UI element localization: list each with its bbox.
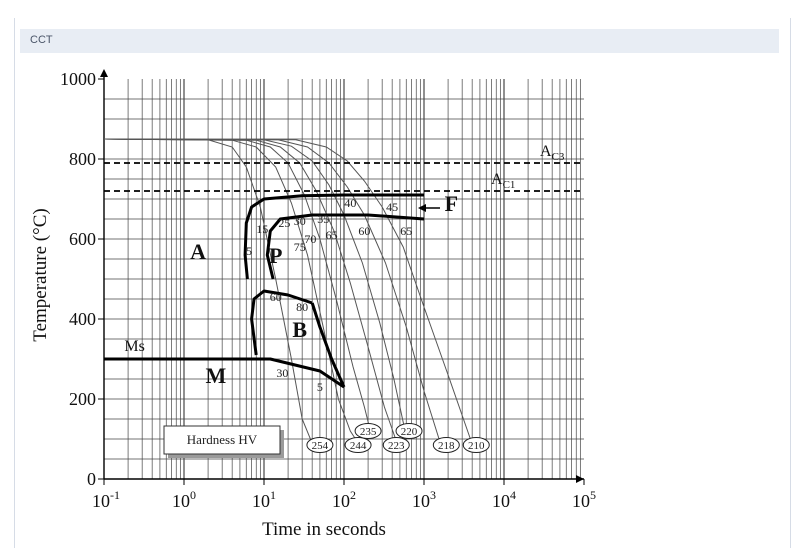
- y-tick-label: 200: [69, 389, 96, 409]
- critical-temperature-label: AC1: [491, 171, 515, 191]
- percent-label: 5: [246, 244, 252, 258]
- ferrite-arrow-head: [418, 204, 426, 212]
- hardness-legend-box: [163, 425, 281, 455]
- hardness-value: 244: [350, 440, 367, 452]
- hardness-value: 218: [438, 440, 455, 452]
- cooling-curve: [103, 138, 397, 442]
- ms-line: [104, 357, 345, 389]
- percent-label: 60: [358, 224, 370, 238]
- hardness-value: 210: [468, 440, 485, 452]
- percent-label: 70: [304, 232, 316, 246]
- bainite-finish-curve: [310, 302, 346, 388]
- transformation-boundaries: [104, 162, 584, 389]
- percent-label: 35: [317, 212, 329, 226]
- pearlite-finish-curve: [265, 213, 425, 280]
- bainite-start-curve: [250, 289, 313, 356]
- x-tick-label: 104: [492, 488, 516, 511]
- hardness-ellipse: [382, 437, 410, 453]
- hardness-ellipse: [344, 437, 372, 453]
- x-tick-label: 10-1: [92, 488, 120, 511]
- x-tick-label: 103: [412, 488, 436, 511]
- x-tick-label: 102: [332, 488, 356, 511]
- hardness-ellipse: [306, 437, 334, 453]
- percent-label: 30: [294, 214, 306, 228]
- percent-label: 5: [317, 380, 323, 394]
- region-label: B: [292, 317, 307, 342]
- x-tick-label: 100: [172, 488, 196, 511]
- hardness-legend-label: Hardness HV: [187, 432, 258, 447]
- ms-label: Ms: [124, 338, 144, 355]
- cooling-curve: [103, 138, 359, 444]
- panel-title: CCT: [30, 34, 53, 46]
- cooling-curve: [103, 138, 406, 432]
- hardness-value: 254: [312, 440, 329, 452]
- percent-label: 65: [400, 224, 412, 238]
- percent-label: 15: [256, 222, 268, 236]
- hardness-ellipse: [432, 437, 460, 453]
- hardness-value: 223: [388, 440, 405, 452]
- y-tick-label: 800: [69, 149, 96, 169]
- region-label: P: [269, 243, 282, 268]
- percent-label: 45: [386, 200, 398, 214]
- panel-frame: [14, 18, 791, 548]
- y-tick-label: 1000: [60, 69, 96, 89]
- y-axis-arrow: [100, 69, 108, 77]
- y-axis-label: Temperature (°C): [30, 208, 51, 341]
- region-label: M: [205, 363, 226, 388]
- percent-label: 25: [278, 216, 290, 230]
- percent-label: 80: [296, 300, 308, 314]
- percent-label: 65: [326, 228, 338, 242]
- y-tick-label: 600: [69, 229, 96, 249]
- grid: [103, 79, 584, 479]
- cooling-curves: [103, 138, 471, 448]
- x-tick-label: 101: [252, 488, 276, 511]
- x-axis-arrow: [576, 475, 584, 483]
- y-tick-label: 0: [87, 469, 96, 489]
- cooling-curve: [103, 138, 372, 436]
- y-tick-label: 400: [69, 309, 96, 329]
- region-label: F: [445, 191, 458, 216]
- pearlite-start-curve: [243, 193, 424, 280]
- cooling-curve: [103, 138, 441, 444]
- critical-temperature-label: AC3: [540, 143, 565, 163]
- hardness-value: 220: [401, 426, 418, 438]
- percent-label: 30: [276, 366, 288, 380]
- cooling-curve: [103, 138, 471, 440]
- region-label: A: [190, 239, 206, 264]
- hardness-ellipse: [395, 423, 423, 439]
- panel-header: [20, 29, 779, 53]
- x-tick-label: 105: [572, 488, 596, 511]
- hardness-ellipse: [354, 423, 382, 439]
- percent-label: 40: [344, 196, 356, 210]
- percent-label: 75: [294, 240, 306, 254]
- hardness-ellipse: [462, 437, 490, 453]
- percent-label: 60: [270, 290, 282, 304]
- hardness-value: 235: [360, 426, 377, 438]
- x-axis-label: Time in seconds: [262, 519, 386, 540]
- axes: 0 200 400 600 800 1000 10-1 100 101 102 103 104 105: [60, 69, 596, 511]
